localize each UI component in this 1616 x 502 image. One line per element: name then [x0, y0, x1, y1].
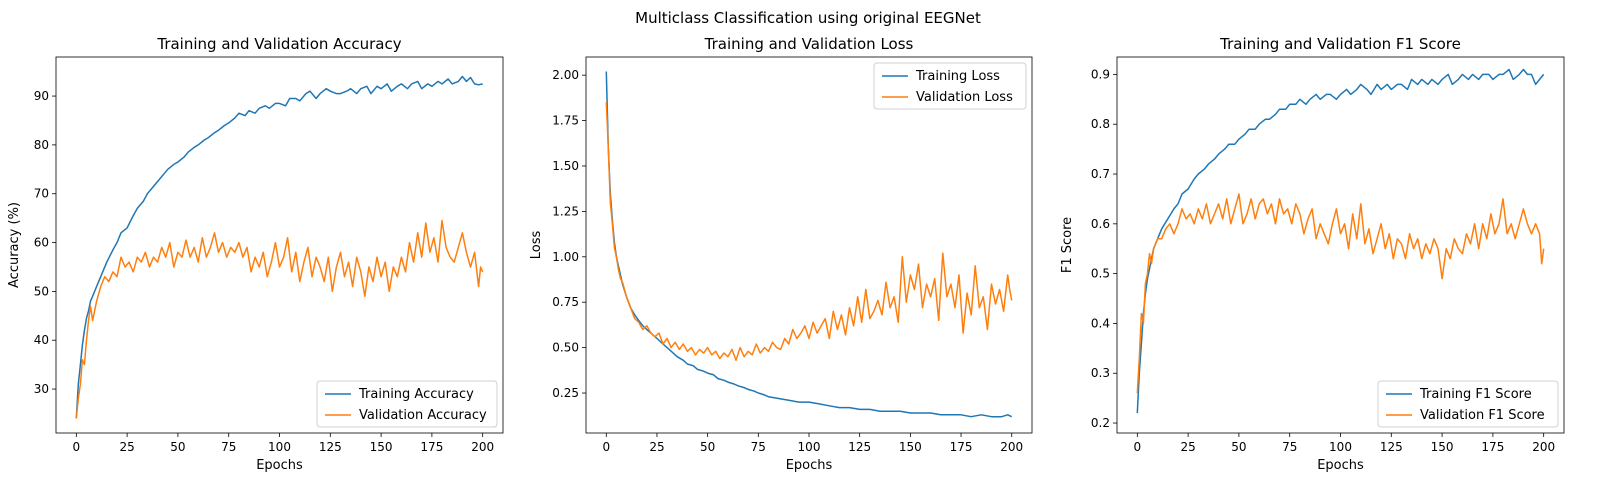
y-tick-label: 0.50 — [552, 341, 579, 355]
x-tick-label: 175 — [420, 440, 443, 454]
figure-suptitle: Multiclass Classification using original… — [635, 9, 981, 27]
y-axis-label: Accuracy (%) — [7, 202, 22, 288]
y-tick-label: 60 — [34, 236, 49, 250]
x-tick-label: 25 — [119, 440, 134, 454]
x-tick-label: 25 — [649, 440, 664, 454]
x-tick-label: 200 — [471, 440, 494, 454]
x-tick-label: 125 — [1380, 440, 1403, 454]
x-tick-label: 150 — [899, 440, 922, 454]
x-tick-label: 50 — [1231, 440, 1246, 454]
legend-label-training: Training Accuracy — [358, 387, 474, 402]
x-tick-label: 200 — [1532, 440, 1555, 454]
x-tick-label: 50 — [700, 440, 715, 454]
x-tick-label: 150 — [370, 440, 393, 454]
x-tick-label: 50 — [170, 440, 185, 454]
y-tick-label: 70 — [34, 187, 49, 201]
y-tick-label: 1.50 — [552, 159, 579, 173]
x-tick-label: 0 — [1133, 440, 1141, 454]
y-tick-label: 90 — [34, 89, 49, 103]
x-tick-label: 200 — [1000, 440, 1023, 454]
y-tick-label: 0.3 — [1091, 366, 1110, 380]
y-axis-label: Loss — [529, 231, 544, 260]
y-tick-label: 30 — [34, 382, 49, 396]
chart-panel-2: 0 25 50 75 100 125 150 175 200 0.25 0.50 0.75 1.00 1.… — [529, 35, 1033, 473]
y-tick-label: 0.6 — [1091, 217, 1110, 231]
series-line-validation — [75, 219, 484, 419]
y-tick-label: 50 — [34, 284, 49, 298]
legend-box — [1377, 380, 1559, 428]
x-tick-label: 75 — [221, 440, 236, 454]
y-tick-label: 1.00 — [552, 250, 579, 264]
legend: Training Loss Validation Loss — [873, 62, 1027, 110]
axes-frame — [55, 56, 504, 434]
x-tick-label: 150 — [1431, 440, 1454, 454]
chart-panel-1: 0 25 50 75 100 125 150 175 200 30 40 50 60 70 80 90 Trai… — [7, 35, 504, 473]
legend-label-validation: Validation F1 Score — [1420, 408, 1545, 423]
chart-title: Training and Validation Accuracy — [156, 35, 401, 53]
x-tick-label: 75 — [751, 440, 766, 454]
legend-label-validation: Validation Accuracy — [359, 408, 487, 423]
series-line-training — [1136, 68, 1545, 414]
x-tick-label: 175 — [950, 440, 973, 454]
y-tick-label: 2.00 — [552, 68, 579, 82]
x-tick-label: 0 — [72, 440, 80, 454]
axes-frame — [1116, 56, 1565, 434]
x-axis-label: Epochs — [786, 458, 833, 473]
y-tick-label: 0.8 — [1091, 117, 1110, 131]
y-tick-label: 1.25 — [552, 204, 579, 218]
y-axis-label: F1 Score — [1060, 217, 1075, 273]
plot-area — [75, 75, 484, 419]
legend-label-validation: Validation Loss — [916, 90, 1013, 105]
plot-area — [605, 71, 1013, 418]
x-axis-label: Epochs — [1317, 458, 1364, 473]
y-tick-label: 80 — [34, 138, 49, 152]
x-tick-label: 125 — [319, 440, 342, 454]
legend-label-training: Training Loss — [915, 69, 1000, 84]
x-tick-label: 100 — [1329, 440, 1352, 454]
legend: Training Accuracy Validation Accuracy — [316, 380, 498, 428]
legend-box — [316, 380, 498, 428]
y-tick-label: 0.7 — [1091, 167, 1110, 181]
series-line-training — [605, 71, 1013, 418]
y-tick-label: 1.75 — [552, 114, 579, 128]
x-tick-label: 75 — [1282, 440, 1297, 454]
chart-panel-3: 0 25 50 75 100 125 150 175 200 0.2 0.3 0.4 0.5 0.6 0.7… — [1060, 35, 1565, 473]
series-line-validation — [605, 102, 1013, 362]
y-tick-label: 0.75 — [552, 295, 579, 309]
legend-box — [873, 62, 1027, 110]
x-tick-label: 0 — [602, 440, 610, 454]
y-tick-label: 0.5 — [1091, 267, 1110, 281]
x-tick-label: 100 — [268, 440, 291, 454]
x-tick-label: 100 — [798, 440, 821, 454]
legend-label-training: Training F1 Score — [1419, 387, 1532, 402]
axes-frame — [585, 56, 1033, 434]
x-tick-label: 125 — [848, 440, 871, 454]
plot-area — [1136, 68, 1545, 414]
legend: Training F1 Score Validation F1 Score — [1377, 380, 1559, 428]
y-tick-label: 0.4 — [1091, 316, 1110, 330]
y-tick-label: 40 — [34, 333, 49, 347]
x-tick-label: 175 — [1481, 440, 1504, 454]
x-axis-label: Epochs — [256, 458, 303, 473]
y-tick-label: 0.25 — [552, 386, 579, 400]
y-tick-label: 0.9 — [1091, 67, 1110, 81]
chart-title: Training and Validation F1 Score — [1219, 35, 1461, 53]
y-tick-label: 0.2 — [1091, 416, 1110, 430]
x-tick-label: 25 — [1180, 440, 1195, 454]
series-line-validation — [1136, 193, 1545, 394]
series-line-training — [75, 75, 483, 419]
chart-title: Training and Validation Loss — [704, 35, 914, 53]
